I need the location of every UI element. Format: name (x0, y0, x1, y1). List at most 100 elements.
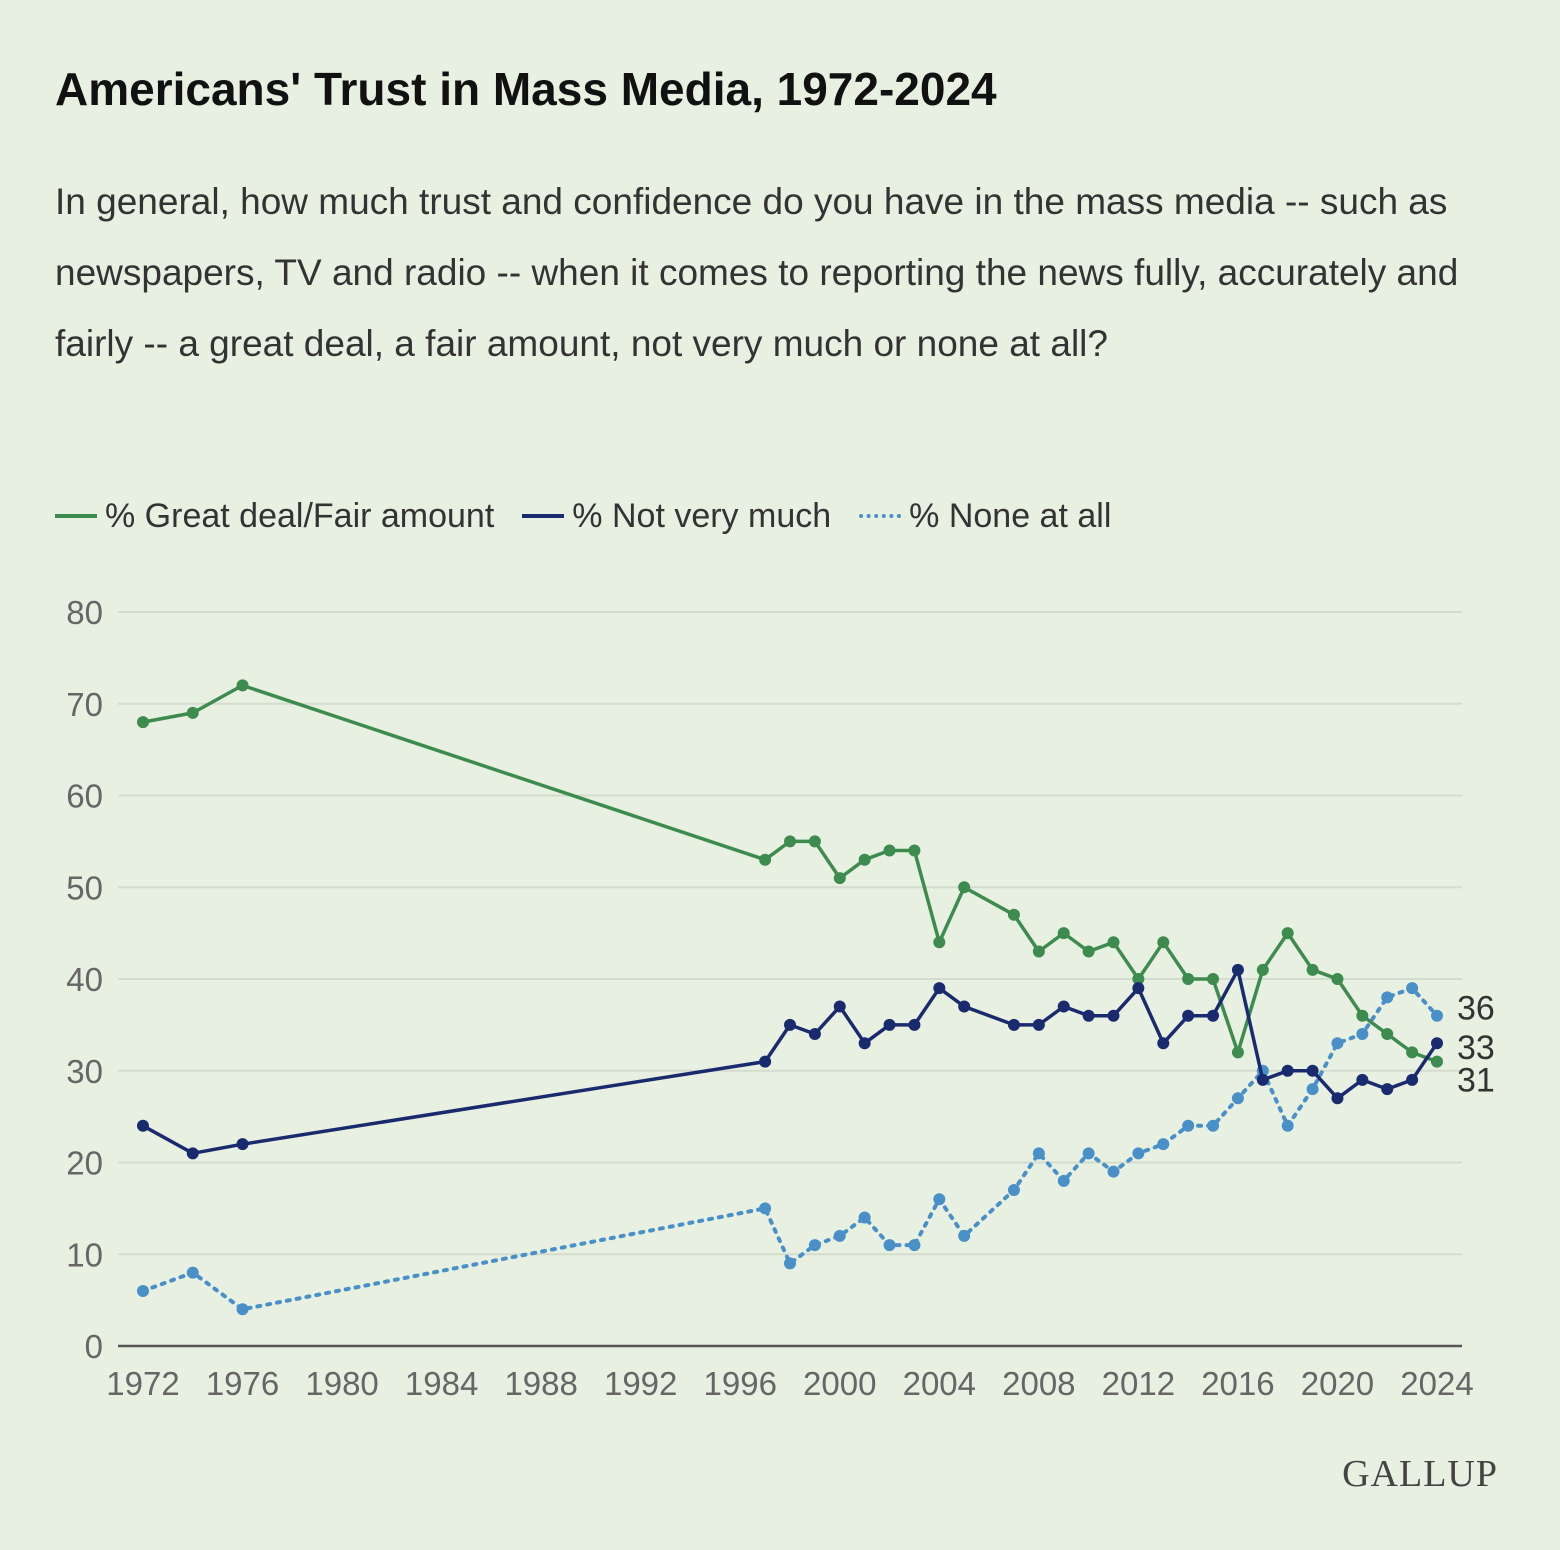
data-point (1107, 1165, 1120, 1178)
data-point (1306, 1083, 1319, 1096)
data-point (759, 1055, 772, 1068)
data-point (933, 982, 946, 995)
x-tick-label: 2024 (1400, 1365, 1473, 1402)
data-point (1032, 1018, 1045, 1031)
data-point (1182, 1119, 1195, 1132)
x-tick-label: 2012 (1102, 1365, 1175, 1402)
data-point (1331, 1092, 1344, 1105)
data-point (1406, 982, 1419, 995)
x-tick-label: 2000 (803, 1365, 876, 1402)
x-tick-label: 2008 (1002, 1365, 1075, 1402)
legend-item-not-very-much: % Not very much (522, 497, 831, 536)
y-tick-label: 0 (85, 1328, 103, 1365)
end-value-label: 31 (1457, 1062, 1495, 1100)
chart-title: Americans' Trust in Mass Media, 1972-202… (55, 63, 997, 115)
chart-subtitle: In general, how much trust and confidenc… (55, 181, 1459, 364)
data-point (808, 1028, 821, 1041)
gallup-logo: GALLUP (1342, 1453, 1498, 1495)
data-point (1182, 973, 1195, 985)
data-point (236, 679, 249, 692)
data-point (1057, 1174, 1070, 1187)
y-tick-label: 20 (66, 1145, 103, 1182)
end-value-label: 33 (1457, 1029, 1495, 1067)
x-tick-label: 1980 (305, 1365, 378, 1402)
data-point (236, 1303, 249, 1316)
data-point (1057, 927, 1070, 940)
legend: % Great deal/Fair amount % Not very much… (55, 494, 1139, 538)
data-point (1431, 1037, 1443, 1050)
x-tick-label: 1992 (604, 1365, 677, 1402)
y-tick-label: 60 (66, 778, 103, 815)
data-point (1356, 1009, 1369, 1022)
data-point (1107, 936, 1120, 949)
data-point (1431, 1009, 1443, 1022)
series-line-0 (142, 683, 1438, 1064)
data-point (933, 1193, 946, 1206)
data-point (1381, 1083, 1394, 1096)
data-point (1107, 1009, 1120, 1022)
data-point (833, 1229, 846, 1242)
data-point (1207, 1009, 1220, 1022)
data-point (958, 881, 971, 894)
data-point (858, 1211, 871, 1224)
legend-label-none-at-all: % None at all (909, 496, 1112, 535)
x-tick-label: 2020 (1301, 1365, 1374, 1402)
data-point (784, 835, 796, 848)
legend-swatch-none-at-all (859, 514, 902, 518)
data-point (1231, 1046, 1244, 1059)
data-point (1207, 973, 1220, 985)
data-point (1082, 1009, 1095, 1022)
y-tick-label: 30 (66, 1053, 103, 1090)
data-point (1281, 927, 1294, 940)
data-point (1132, 982, 1145, 995)
data-point (1306, 963, 1319, 976)
y-tick-label: 10 (66, 1236, 103, 1273)
x-tick-label: 1984 (405, 1365, 478, 1402)
x-tick-label: 1976 (206, 1365, 279, 1402)
data-point (908, 1239, 921, 1252)
data-point (1231, 963, 1244, 976)
data-point (1057, 1000, 1070, 1013)
x-tick-label: 1996 (704, 1365, 777, 1402)
data-point (1331, 1037, 1344, 1050)
legend-swatch-not-very-much (522, 514, 565, 518)
data-point (1256, 963, 1269, 976)
data-point (1431, 1055, 1443, 1068)
legend-label-not-very-much: % Not very much (572, 496, 832, 535)
data-point (1231, 1092, 1244, 1105)
data-point (883, 1018, 896, 1031)
data-point (1281, 1064, 1294, 1077)
data-point (1207, 1119, 1220, 1132)
data-point (1032, 945, 1045, 958)
data-point (1132, 1147, 1145, 1160)
data-point (958, 1229, 971, 1242)
legend-swatch-great-deal (55, 514, 97, 518)
y-tick-label: 80 (66, 594, 103, 631)
data-point (137, 1284, 149, 1297)
data-point (1082, 1147, 1095, 1160)
x-tick-label: 1988 (504, 1365, 577, 1402)
data-point (1182, 1009, 1195, 1022)
data-point (186, 1147, 199, 1160)
data-point (1281, 1119, 1294, 1132)
data-point (933, 936, 946, 949)
y-tick-label: 40 (66, 961, 103, 998)
data-point (1157, 1138, 1170, 1151)
data-point (1007, 908, 1020, 921)
data-point (1381, 1028, 1394, 1041)
data-point (833, 1000, 846, 1013)
legend-label-great-deal: % Great deal/Fair amount (105, 496, 495, 535)
data-point (1306, 1064, 1319, 1077)
data-point (186, 706, 199, 719)
data-point (1331, 973, 1344, 985)
data-point (1007, 1018, 1020, 1031)
x-tick-label: 2016 (1201, 1365, 1274, 1402)
data-point (1157, 1037, 1170, 1050)
data-point (858, 1037, 871, 1050)
data-point (958, 1000, 971, 1013)
data-point (808, 835, 821, 848)
data-point (1381, 991, 1394, 1004)
data-point (1157, 936, 1170, 949)
y-tick-label: 70 (66, 686, 103, 723)
